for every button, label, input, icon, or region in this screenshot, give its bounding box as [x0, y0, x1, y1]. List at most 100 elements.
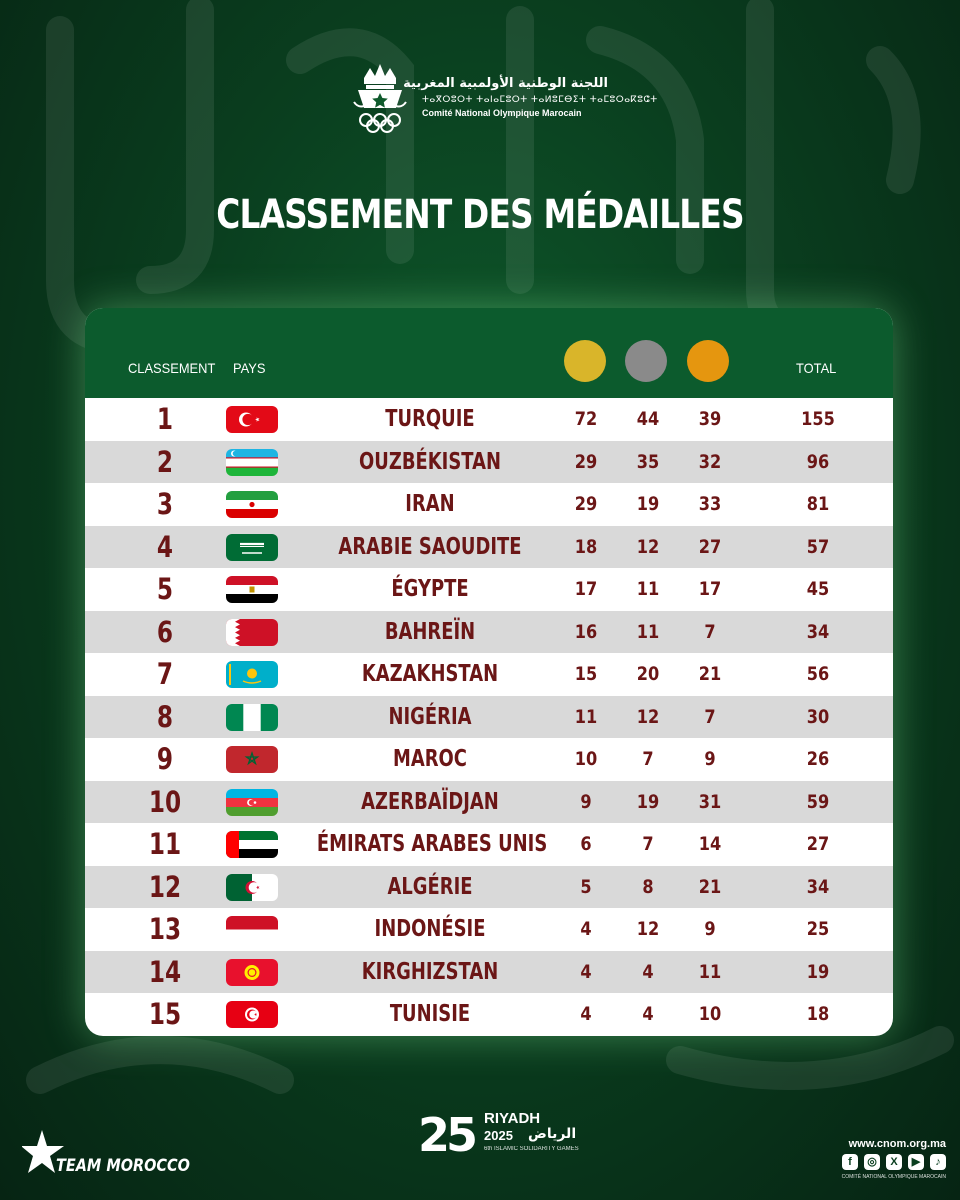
bronze-cell: 9: [704, 918, 716, 940]
country-cell: ÉGYPTE: [391, 576, 469, 602]
website-subtitle: COMITÉ NATIONAL OLYMPIQUE MAROCAIN: [841, 1174, 946, 1180]
rank-cell: 14: [148, 954, 182, 989]
silver-cell: 44: [636, 408, 660, 430]
gold-medal-icon: [564, 340, 606, 382]
flag-kazakhstan-icon: [226, 661, 278, 688]
total-cell: 45: [806, 578, 830, 600]
table-row: 1 TURQUIE 72 44 39 155: [85, 398, 893, 441]
country-cell: ÉMIRATS ARABES UNIS: [316, 831, 548, 857]
crown-emblem-icon: [353, 64, 407, 133]
rank-cell: 11: [148, 827, 182, 861]
silver-cell: 8: [642, 875, 654, 898]
table-row: 11 ÉMIRATS ARABES UNIS 6 7 14 27: [85, 823, 893, 866]
table-row: 6 BAHREÏN 16 11 7 34: [85, 610, 893, 653]
gold-cell: 9: [580, 790, 592, 813]
org-name-french: Comité National Olympique Marocain: [422, 108, 582, 118]
tiktok-icon[interactable]: ♪: [930, 1154, 946, 1170]
gold-cell: 72: [574, 408, 598, 430]
header-total: TOTAL: [796, 360, 837, 376]
bronze-cell: 21: [698, 663, 722, 685]
country-cell: KAZAKHSTAN: [361, 661, 499, 687]
bronze-cell: 14: [698, 833, 722, 855]
silver-cell: 12: [636, 918, 660, 940]
gold-cell: 17: [574, 578, 598, 600]
total-cell: 56: [806, 663, 830, 685]
country-cell: BAHREÏN: [384, 618, 476, 645]
silver-cell: 19: [636, 790, 660, 813]
team-morocco-text: TEAM MOROCCO: [56, 1156, 190, 1176]
bronze-cell: 31: [698, 790, 722, 813]
gold-cell: 15: [574, 663, 598, 685]
bronze-medal-icon: [687, 340, 729, 382]
bronze-cell: 7: [704, 705, 716, 728]
gold-cell: 18: [574, 535, 598, 558]
table-row: 15 TUNISIE 4 4 10 18: [85, 993, 893, 1036]
total-cell: 19: [806, 960, 830, 983]
country-cell: INDONÉSIE: [374, 916, 486, 942]
flag-bahrain-icon: [226, 618, 278, 646]
rank-cell: 9: [156, 742, 174, 776]
bronze-cell: 11: [698, 960, 722, 983]
org-name-tifinagh: ⵜⴰⴳⵔⵓⵔⵜ ⵜⴰⵏⴰⵎⵓⵔⵜ ⵜⴰⵍⵓⵎⴱⵉⵜ ⵜⴰⵎⵓⵔⴰⴽⵓⵛⵜ: [422, 95, 658, 105]
bronze-cell: 9: [704, 748, 716, 770]
gold-cell: 29: [574, 493, 598, 515]
country-cell: MAROC: [393, 746, 467, 772]
website-link[interactable]: www.cnom.org.ma: [848, 1138, 946, 1150]
bronze-cell: 32: [698, 450, 722, 473]
rank-cell: 15: [148, 997, 182, 1031]
flag-turkey-icon: [226, 406, 278, 433]
team-morocco-logo: TEAM MOROCCO: [22, 1128, 202, 1180]
instagram-icon[interactable]: ◎: [864, 1154, 880, 1170]
social-links: f ◎ X ▶ ♪: [836, 1154, 946, 1172]
gold-cell: 4: [580, 918, 592, 940]
country-cell: ALGÉRIE: [387, 873, 473, 900]
page-title: CLASSEMENT DES MÉDAILLES: [216, 192, 744, 238]
silver-cell: 7: [642, 833, 654, 855]
bronze-cell: 33: [698, 493, 722, 515]
bronze-cell: 21: [698, 875, 722, 898]
games-year: 2025: [484, 1128, 513, 1143]
country-cell: TUNISIE: [389, 1001, 471, 1027]
gold-cell: 16: [574, 620, 598, 643]
x-icon[interactable]: X: [886, 1154, 902, 1170]
gold-cell: 4: [580, 960, 592, 983]
rank-cell: 2: [156, 444, 174, 479]
gold-cell: 11: [574, 705, 598, 728]
total-cell: 96: [806, 450, 830, 473]
contact-block: www.cnom.org.ma f ◎ X ▶ ♪ COMITÉ NATIONA…: [830, 1136, 950, 1180]
table-row: 10 AZERBAÏDJAN 9 19 31 59: [85, 780, 893, 823]
flag-uae-icon: [226, 831, 278, 858]
table-row: 3 IRAN 29 19 33 81: [85, 483, 893, 526]
silver-cell: 4: [642, 960, 654, 983]
gold-cell: 5: [580, 875, 592, 898]
total-cell: 155: [801, 408, 835, 430]
silver-cell: 19: [636, 493, 660, 515]
riyadh-2025-logo: 25 RIYADH 2025 الرياض 6th ISLAMIC SOLIDA…: [418, 1108, 588, 1170]
country-cell: NIGÉRIA: [388, 703, 472, 730]
country-cell: KIRGHIZSTAN: [361, 958, 499, 985]
total-cell: 34: [806, 620, 830, 643]
flag-tunisia-icon: [226, 1001, 278, 1028]
silver-cell: 35: [636, 450, 660, 473]
table-row: 13 INDONÉSIE 4 12 9 25: [85, 908, 893, 951]
total-cell: 18: [806, 1003, 830, 1025]
silver-cell: 12: [636, 535, 660, 558]
rank-cell: 10: [148, 784, 182, 819]
gold-cell: 29: [574, 450, 598, 473]
rank-cell: 7: [156, 657, 174, 691]
rank-cell: 6: [156, 614, 174, 649]
rank-cell: 12: [148, 869, 182, 904]
table-row: 7 KAZAKHSTAN 15 20 21 56: [85, 653, 893, 696]
games-name: RIYADH: [484, 1110, 541, 1127]
total-cell: 59: [806, 790, 830, 813]
table-row: 8 NIGÉRIA 11 12 7 30: [85, 695, 893, 738]
country-cell: TURQUIE: [385, 406, 475, 432]
facebook-icon[interactable]: f: [842, 1154, 858, 1170]
youtube-icon[interactable]: ▶: [908, 1154, 924, 1170]
medal-table: CLASSEMENT PAYS TOTAL 1 TURQUIE 72 44 39 155 2…: [85, 308, 893, 1036]
bronze-cell: 17: [698, 578, 722, 600]
games-subtitle: 6th ISLAMIC SOLIDARITY GAMES: [484, 1146, 579, 1152]
table-row: 14 KIRGHIZSTAN 4 4 11 19: [85, 950, 893, 993]
flag-saudi-arabia-icon: [226, 533, 278, 561]
bronze-cell: 39: [698, 408, 722, 430]
